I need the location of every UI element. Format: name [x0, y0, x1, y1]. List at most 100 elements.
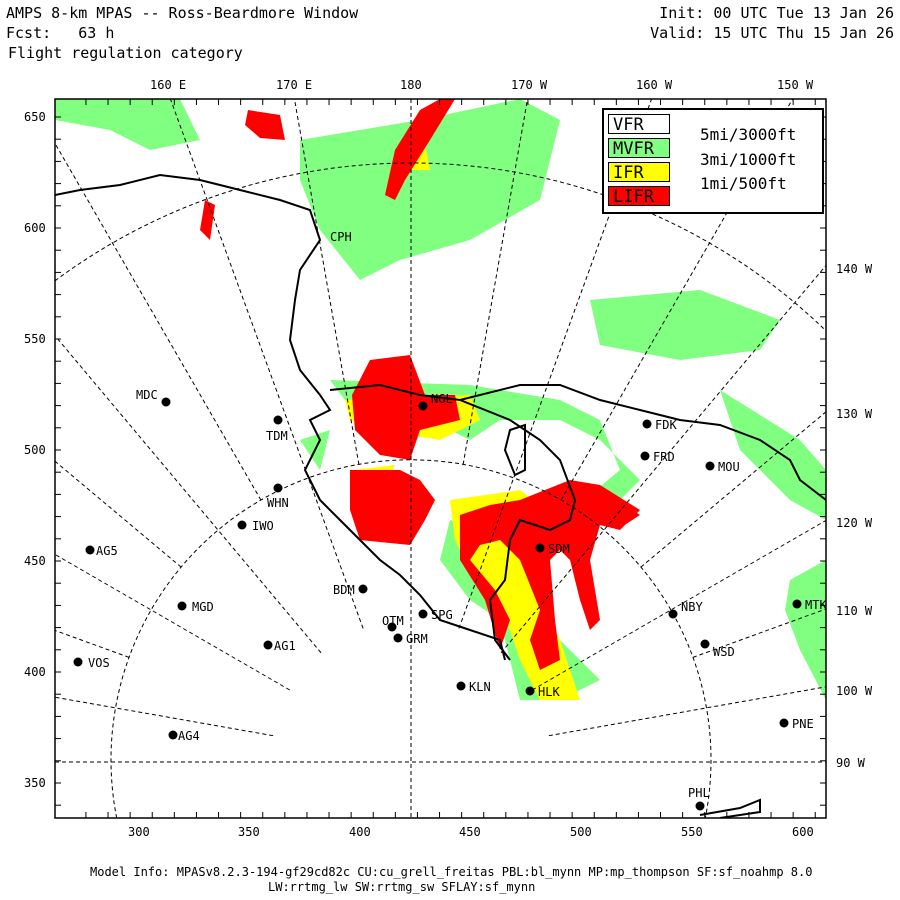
- threshold-label: 1mi/500ft: [700, 174, 787, 193]
- station-dot: [418, 401, 428, 411]
- station-label: PHL: [688, 786, 710, 800]
- init-time: Init: 00 UTC Tue 13 Jan 26: [659, 4, 894, 22]
- meridian-line: [462, 98, 529, 465]
- station-label: OTM: [382, 614, 404, 628]
- station-label: MOU: [718, 460, 740, 474]
- x-tick-label: 600: [792, 825, 814, 839]
- station-dot: [393, 633, 403, 643]
- station-dot: [387, 622, 397, 632]
- station-label: FDK: [655, 418, 677, 432]
- title: AMPS 8-km MPAS -- Ross-Beardmore Window: [6, 4, 359, 22]
- meridian-line: [640, 411, 827, 568]
- station-dot: [705, 461, 715, 471]
- y-tick-label: 500: [24, 443, 46, 457]
- x-tick-label: 350: [238, 825, 260, 839]
- station-dot: [792, 599, 802, 609]
- station-label: BDM: [333, 583, 355, 597]
- meridian-line: [54, 554, 291, 691]
- y-tick-label: 350: [24, 776, 46, 790]
- x-tick-label: 300: [128, 825, 150, 839]
- lon-label: 110 W: [836, 604, 873, 618]
- station-label: AG4: [178, 729, 200, 743]
- station-label: CPH: [330, 230, 352, 244]
- legend-lifr: LIFR: [608, 186, 670, 207]
- lon-label: 170 E: [276, 78, 313, 92]
- latitude-circle: [54, 162, 827, 332]
- station-dot: [237, 520, 247, 530]
- lon-label: 170 W: [511, 78, 548, 92]
- meridian-line: [692, 608, 827, 658]
- station-dot: [642, 419, 652, 429]
- lon-label: 140 W: [836, 262, 873, 276]
- station-dot: [535, 543, 545, 553]
- y-tick-label: 450: [24, 554, 46, 568]
- model-info-physics: LW:rrtmg_lw SW:rrtmg_sw SFLAY:sf_mynn: [268, 880, 536, 894]
- lon-label: 160 E: [150, 78, 187, 92]
- station-dot: [668, 609, 678, 619]
- station-dot: [273, 483, 283, 493]
- station-label: VOS: [88, 656, 110, 670]
- x-tick-label: 450: [459, 825, 481, 839]
- latitude-circle: [110, 459, 712, 819]
- station-dot: [700, 639, 710, 649]
- meridian-line: [54, 143, 262, 501]
- station-label: AG5: [96, 544, 118, 558]
- station-dot: [418, 609, 428, 619]
- meridian-line: [54, 335, 322, 654]
- forecast-hour: Fcst: 63 h: [6, 24, 115, 42]
- lon-label: 90 W: [836, 756, 865, 770]
- legend-ifr: IFR: [608, 162, 670, 183]
- coastline: [55, 173, 826, 818]
- station-dot: [456, 681, 466, 691]
- station-label: SPG: [431, 608, 453, 622]
- station-dot: [273, 415, 283, 425]
- legend-mvfr: MVFR: [608, 138, 670, 159]
- lon-label: 120 W: [836, 516, 873, 530]
- y-tick-label: 600: [24, 221, 46, 235]
- legend-vfr: VFR: [608, 114, 670, 135]
- lon-label: 100 W: [836, 684, 873, 698]
- y-tick-label: 650: [24, 110, 46, 124]
- axis-ticks: [55, 99, 826, 818]
- station-label: WHN: [267, 496, 289, 510]
- station-label: MDC: [136, 388, 158, 402]
- station-dot: [358, 584, 368, 594]
- meridian-line: [548, 686, 827, 737]
- legend: VFR MVFR IFR LIFR 5mi/3000ft 3mi/1000ft …: [602, 108, 824, 214]
- station-dot: [695, 801, 705, 811]
- meridian-line: [169, 98, 364, 629]
- station-dot: [168, 730, 178, 740]
- station-label: HLK: [538, 685, 560, 699]
- station-label: PNE: [792, 717, 814, 731]
- x-tick-label: 550: [681, 825, 703, 839]
- station-dot: [263, 640, 273, 650]
- meridian-line: [54, 460, 182, 568]
- station-label: NGL: [431, 392, 453, 406]
- station-dot: [73, 657, 83, 667]
- station-label: FRD: [653, 450, 675, 464]
- station-label: MGD: [192, 600, 214, 614]
- threshold-label: 5mi/3000ft: [700, 125, 797, 144]
- field-name: Flight regulation category: [8, 44, 243, 62]
- meridian-line: [531, 519, 827, 691]
- station-label: IWO: [252, 519, 274, 533]
- station-label: SDM: [548, 542, 570, 556]
- weather-field: [55, 99, 826, 700]
- station-label: MTK: [805, 598, 827, 612]
- station-dot: [85, 545, 95, 555]
- y-tick-label: 400: [24, 665, 46, 679]
- lon-label: 150 W: [777, 78, 814, 92]
- graticule: [54, 98, 827, 819]
- plot-frame: [54, 98, 827, 819]
- y-tick-label: 550: [24, 332, 46, 346]
- valid-time: Valid: 15 UTC Thu 15 Jan 26: [650, 24, 894, 42]
- station-label: TDM: [266, 429, 288, 443]
- station-label: GRM: [406, 632, 428, 646]
- station-label: WSD: [713, 645, 735, 659]
- station-dot: [640, 451, 650, 461]
- station-dot: [161, 397, 171, 407]
- threshold-label: 3mi/1000ft: [700, 150, 797, 169]
- lon-label: 160 W: [636, 78, 673, 92]
